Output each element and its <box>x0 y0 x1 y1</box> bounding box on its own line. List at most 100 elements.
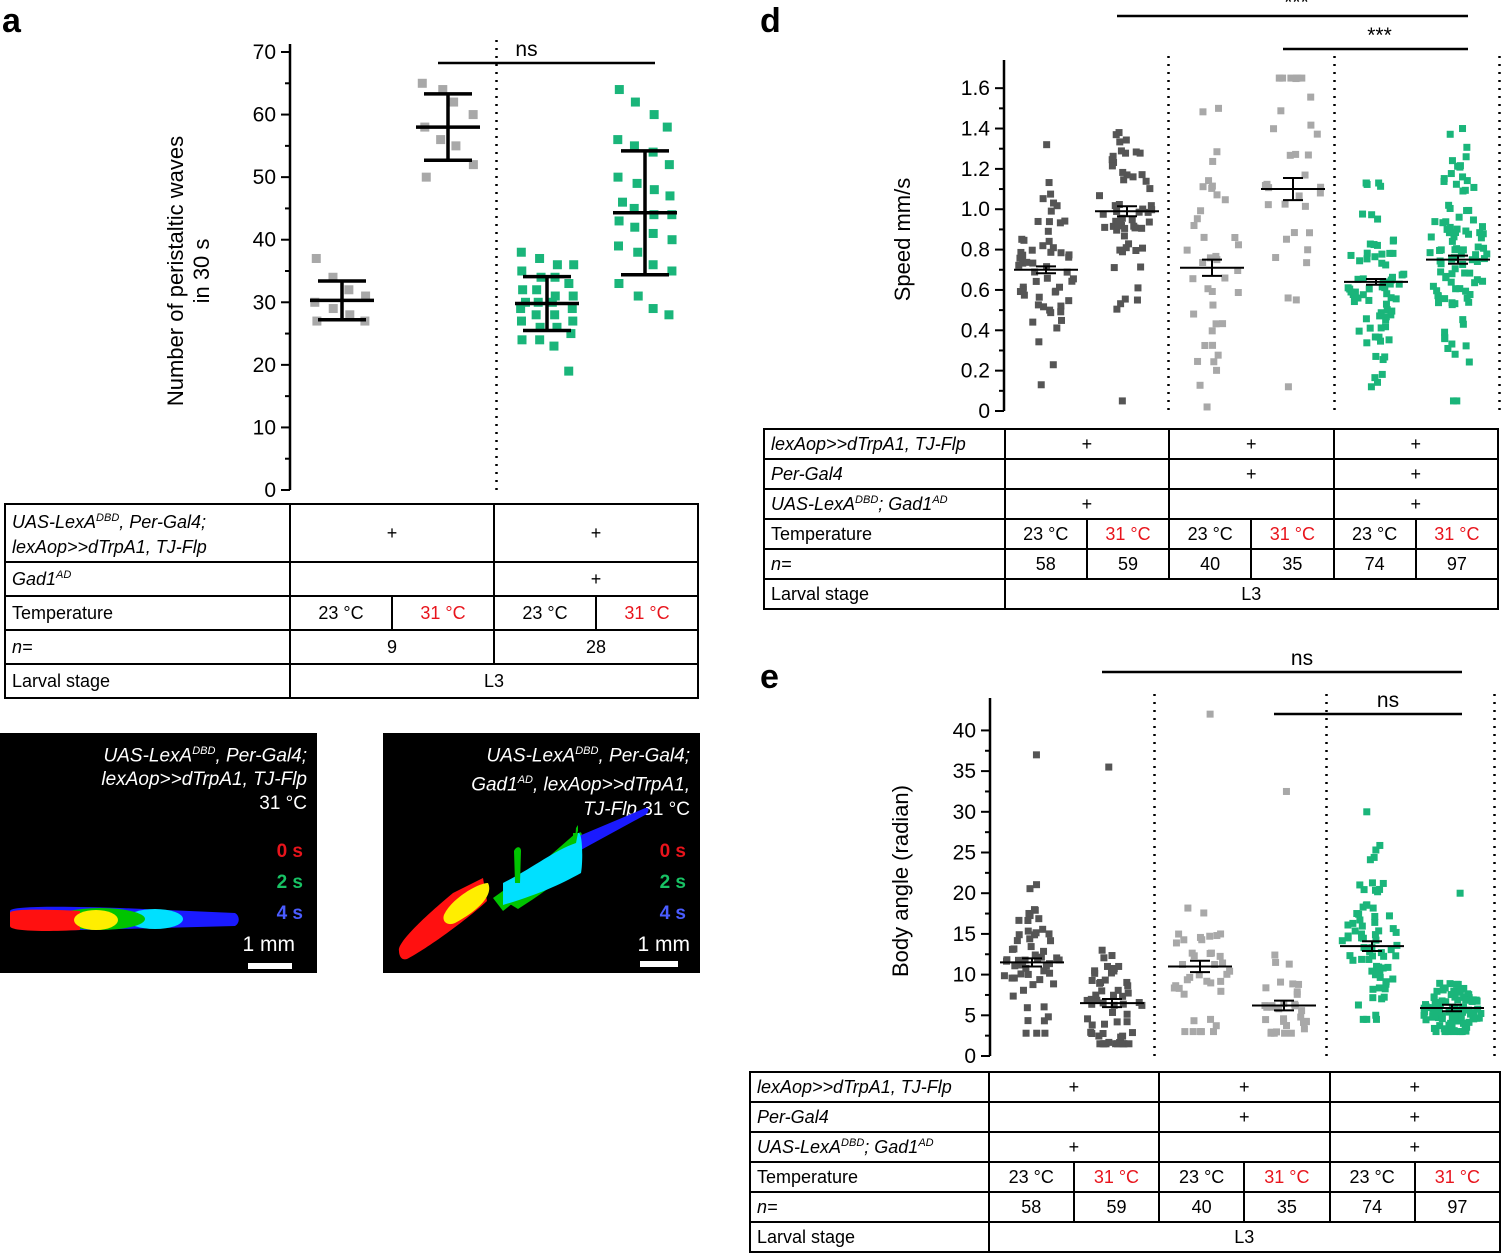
data-point <box>633 247 643 257</box>
time-label-0s: 0 s <box>659 841 686 862</box>
data-point <box>1282 787 1290 795</box>
data-point <box>1099 210 1107 218</box>
data-point <box>1432 1001 1440 1009</box>
data-point <box>1284 294 1292 302</box>
data-point <box>1338 937 1346 945</box>
data-point <box>664 160 674 170</box>
data-point <box>361 291 371 301</box>
data-point <box>1262 984 1270 992</box>
time-label-4s: 4 s <box>276 903 303 924</box>
data-point <box>662 122 672 132</box>
data-point <box>649 210 659 220</box>
data-point <box>1304 151 1312 159</box>
data-point <box>1148 206 1156 214</box>
data-point <box>1125 240 1133 248</box>
table-e-stage-cell: L3 <box>987 1221 1502 1253</box>
data-point <box>1347 251 1355 259</box>
data-point <box>1375 984 1383 992</box>
table-d-cell: + <box>1332 428 1500 460</box>
data-point <box>1019 259 1027 267</box>
data-point <box>1437 268 1445 276</box>
data-point <box>1463 143 1471 151</box>
data-point <box>1389 975 1397 983</box>
panel-label-d: d <box>760 2 781 40</box>
data-point <box>1295 192 1303 200</box>
y-tick-label: 0 <box>264 479 276 500</box>
data-point <box>1450 233 1458 241</box>
data-point <box>1389 237 1397 245</box>
image-b-genotype-caption: UAS-LexADBD, Per-Gal4; lexAop>>dTrpA1, T… <box>101 745 307 815</box>
table-e-label-stage: Larval stage <box>749 1221 990 1253</box>
data-point <box>1280 1015 1288 1023</box>
data-point <box>518 285 528 295</box>
data-point <box>1440 177 1448 185</box>
data-point <box>1138 1001 1146 1009</box>
data-point <box>1447 1019 1455 1027</box>
y-axis-label: Number of peristaltic waves <box>163 136 188 406</box>
data-point <box>1385 336 1393 344</box>
data-point <box>436 135 446 145</box>
table-e-cell: + <box>987 1071 1161 1103</box>
data-point <box>614 241 624 251</box>
data-point <box>1457 250 1465 258</box>
data-point <box>310 297 320 307</box>
data-point <box>1115 218 1123 226</box>
data-point <box>1215 104 1223 112</box>
data-point <box>1359 210 1367 218</box>
data-point <box>1041 1029 1049 1037</box>
data-point <box>1024 970 1032 978</box>
larva-green-head <box>514 847 521 883</box>
data-point <box>1203 977 1211 985</box>
data-point <box>1034 301 1042 309</box>
data-point <box>1354 1001 1362 1009</box>
data-point <box>1291 1000 1299 1008</box>
larva-shape-3s <box>503 832 583 905</box>
y-tick-label: 0 <box>978 400 990 420</box>
data-point <box>1109 152 1117 160</box>
table-e-label-n: n= <box>749 1191 990 1223</box>
data-point <box>1206 932 1214 940</box>
larva-shape-4s <box>513 807 649 895</box>
y-tick-label: 30 <box>253 291 276 314</box>
data-point <box>1462 287 1470 295</box>
data-point <box>1221 196 1229 204</box>
data-point <box>1226 967 1234 975</box>
data-point <box>1208 327 1216 335</box>
data-point <box>1446 980 1454 988</box>
data-point <box>1190 1017 1198 1025</box>
table-e-n-cell: 59 <box>1072 1191 1161 1223</box>
data-point <box>1287 1029 1295 1037</box>
data-point <box>1292 150 1300 158</box>
data-point <box>1461 269 1469 277</box>
data-point <box>1055 956 1063 964</box>
data-point <box>1368 211 1376 219</box>
data-point <box>1370 241 1378 249</box>
larva-shape-3s <box>127 909 183 929</box>
data-point <box>1029 259 1037 267</box>
data-point <box>1374 378 1382 386</box>
data-point <box>1120 176 1128 184</box>
time-label-2s: 2 s <box>659 872 686 893</box>
data-point <box>516 316 526 326</box>
data-point <box>1362 315 1370 323</box>
data-point <box>1459 246 1467 254</box>
data-point <box>1447 170 1455 178</box>
data-point <box>1344 921 1352 929</box>
data-point <box>1101 1020 1109 1028</box>
data-point <box>1371 253 1379 261</box>
data-point <box>1468 997 1476 1005</box>
data-point <box>1387 311 1395 319</box>
data-point <box>1101 976 1109 984</box>
table-a-cell: + <box>289 503 495 563</box>
data-point <box>1217 930 1225 938</box>
data-point <box>1440 1025 1448 1033</box>
data-point <box>1132 148 1140 156</box>
data-point <box>1372 1015 1380 1023</box>
data-point <box>1301 202 1309 210</box>
table-a-row-genotype: UAS-LexADBD, Per-Gal4; lexAop>>dTrpA1, TJ… <box>4 503 699 563</box>
data-point <box>1109 1008 1117 1016</box>
data-point <box>1298 1007 1306 1015</box>
data-point <box>1084 1015 1092 1023</box>
table-e-cell <box>987 1101 1161 1133</box>
y-tick-label: 25 <box>953 842 976 865</box>
